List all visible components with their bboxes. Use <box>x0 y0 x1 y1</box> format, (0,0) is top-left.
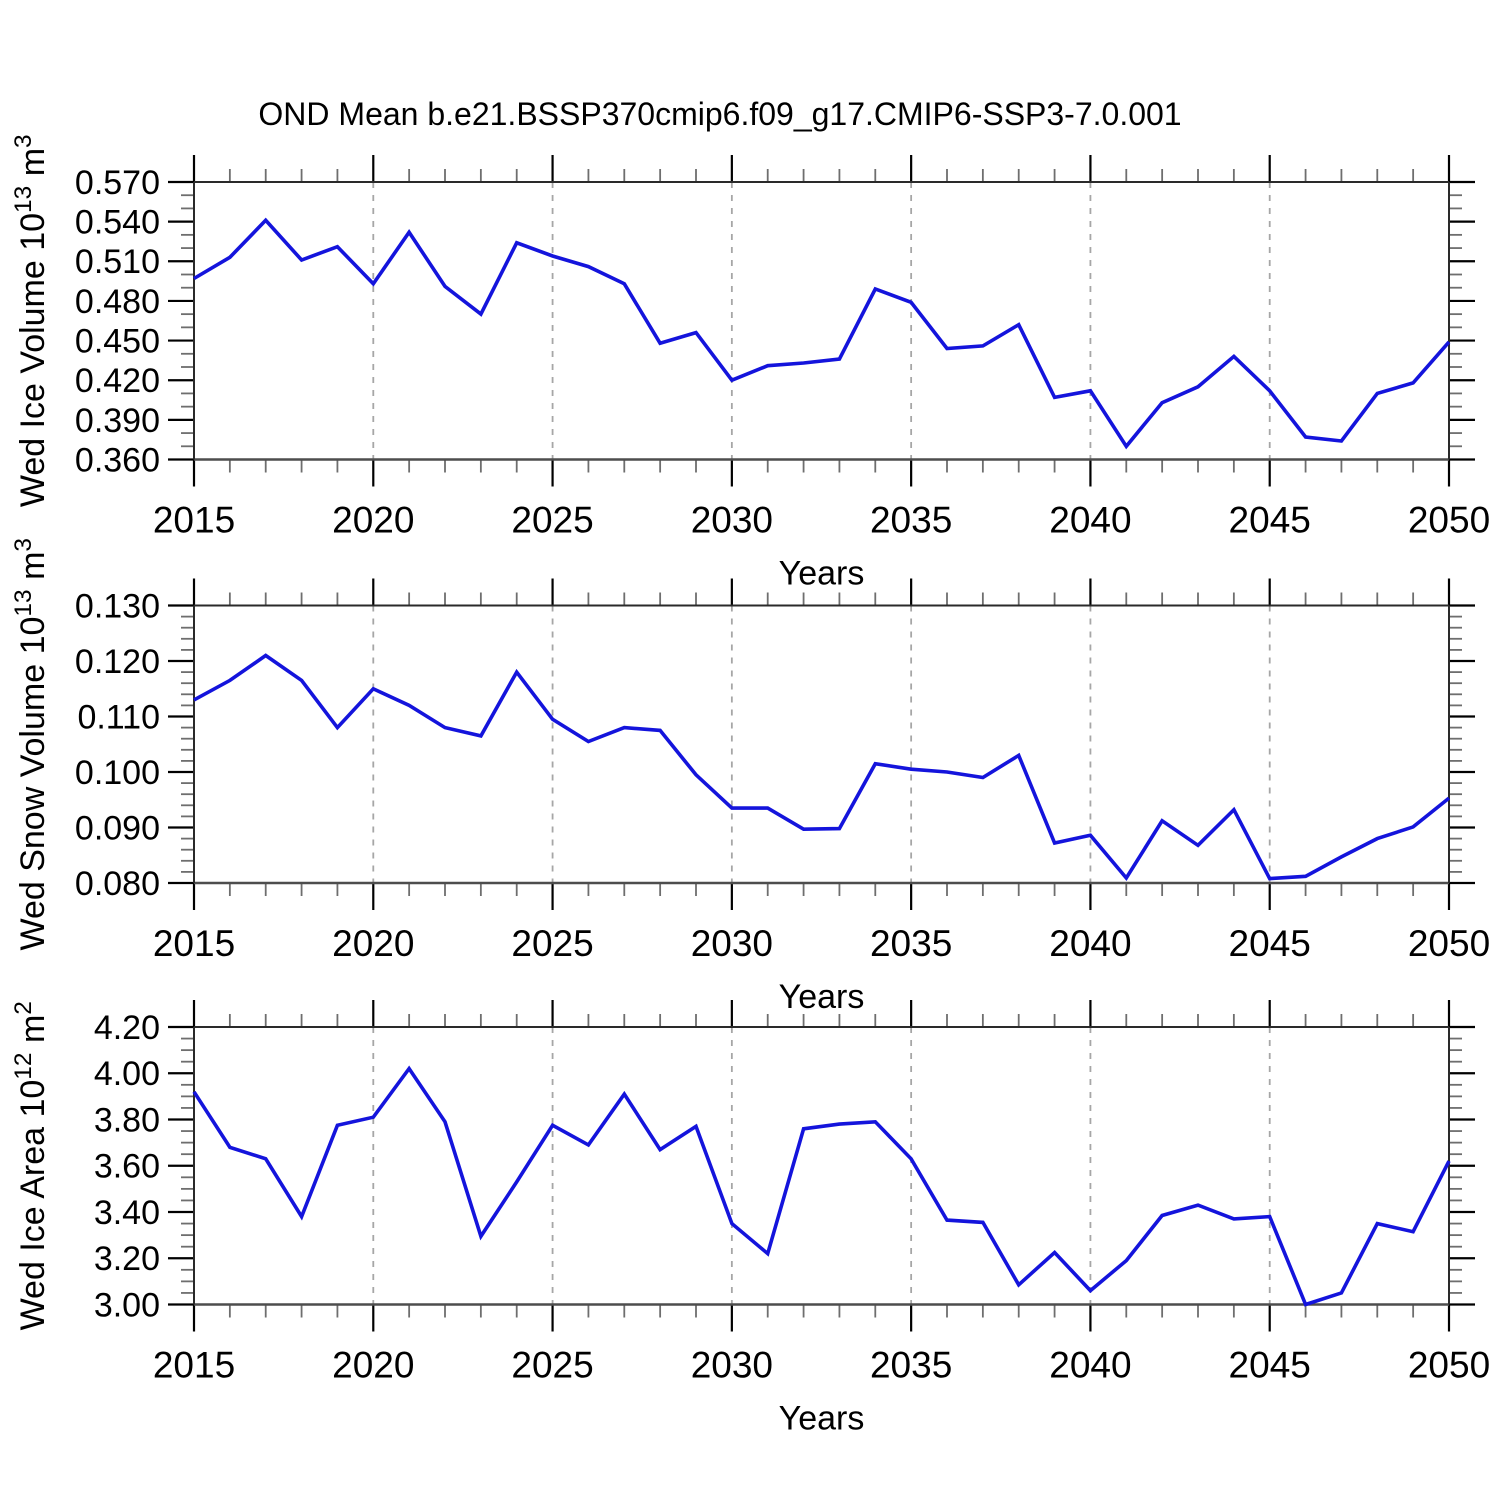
x-tick-label: 2045 <box>1229 500 1311 541</box>
panel-2: 2015 2020 2025 2030 2035 2040 2045 2050 0.080 0.0… <box>10 538 1490 1016</box>
x-tick-label: 2015 <box>153 500 235 541</box>
x-axis-title: Years <box>779 555 865 593</box>
x-tick-label: 2050 <box>1408 500 1490 541</box>
x-tick-label: 2020 <box>332 923 414 964</box>
x-tick-label: 2015 <box>153 923 235 964</box>
x-tick-label: 2030 <box>691 923 773 964</box>
y-tick-label: 0.100 <box>75 754 160 792</box>
y-tick-label: 4.20 <box>94 1009 160 1047</box>
y-tick-label: 0.090 <box>75 809 160 847</box>
y-tick-label: 0.360 <box>75 441 160 479</box>
x-axis-title: Years <box>779 978 865 1016</box>
x-tick-label: 2015 <box>153 1345 235 1386</box>
x-tick-label: 2030 <box>691 1345 773 1386</box>
x-tick-label: 2025 <box>511 923 593 964</box>
y-tick-label: 0.420 <box>75 362 160 400</box>
y-tick-label: 0.080 <box>75 865 160 903</box>
y-tick-label: 3.60 <box>94 1148 160 1186</box>
series-line-wed-ice-area <box>192 1065 1451 1307</box>
x-tick-label: 2040 <box>1049 500 1131 541</box>
x-tick-label: 2035 <box>870 500 952 541</box>
x-tick-label: 2025 <box>511 1345 593 1386</box>
y-tick-label: 3.40 <box>94 1194 160 1232</box>
y-tick-label: 0.130 <box>75 587 160 625</box>
y-tick-label: 0.570 <box>75 164 160 202</box>
x-tick-label: 2045 <box>1229 1345 1311 1386</box>
x-tick-label: 2050 <box>1408 923 1490 964</box>
y-tick-label: 3.80 <box>94 1101 160 1139</box>
y-axis-title: Wed Snow Volume 1013 m3 <box>10 538 52 951</box>
x-tick-label: 2040 <box>1049 1345 1131 1386</box>
panel-3: 2015 2020 2025 2030 2035 2040 2045 2050 3.00 3.20… <box>10 1000 1490 1438</box>
x-tick-label: 2020 <box>332 500 414 541</box>
x-tick-label: 2045 <box>1229 923 1311 964</box>
x-tick-label: 2035 <box>870 1345 952 1386</box>
y-tick-label: 0.480 <box>75 283 160 321</box>
y-axis-title: Wed Ice Area 1012 m2 <box>10 1001 52 1330</box>
x-tick-label: 2020 <box>332 1345 414 1386</box>
y-axis-title: Wed Ice Volume 1013 m3 <box>10 134 52 507</box>
x-tick-label: 2040 <box>1049 923 1131 964</box>
y-tick-label: 4.00 <box>94 1055 160 1093</box>
y-tick-label: 0.450 <box>75 322 160 360</box>
series-line-wed-ice-volume <box>193 217 1451 450</box>
chart-title: OND Mean b.e21.BSSP370cmip6.f09_g17.CMIP… <box>258 96 1182 132</box>
y-tick-label: 0.540 <box>75 204 160 242</box>
x-tick-label: 2050 <box>1408 1345 1490 1386</box>
y-tick-label: 0.510 <box>75 243 160 281</box>
y-tick-label: 0.120 <box>75 643 160 681</box>
series-line-wed-snow-volume <box>193 653 1451 882</box>
y-tick-label: 0.110 <box>77 698 160 736</box>
y-tick-label: 0.390 <box>75 402 160 440</box>
x-tick-label: 2030 <box>691 500 773 541</box>
x-axis-title: Years <box>779 1400 865 1438</box>
y-tick-label: 3.00 <box>94 1286 160 1324</box>
y-tick-label: 3.20 <box>94 1240 160 1278</box>
x-tick-label: 2025 <box>511 500 593 541</box>
x-tick-label: 2035 <box>870 923 952 964</box>
panel-1: 2015 2020 2025 2030 2035 2040 2045 2050 0.3600.3… <box>10 134 1490 592</box>
